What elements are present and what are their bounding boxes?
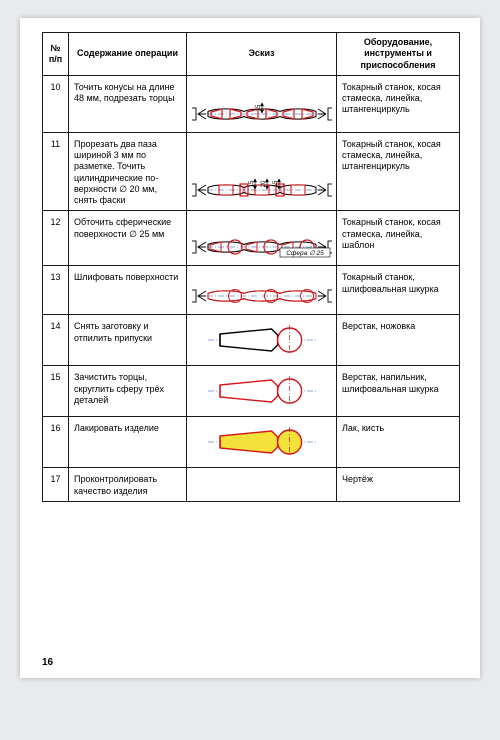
col-header-operation: Содержание операции [69, 33, 187, 76]
cell-sketch [187, 417, 337, 468]
svg-text:Сфера ∅ 25: Сфера ∅ 25 [286, 250, 324, 257]
table-row: 11Прорезать два паза шириной 3 мм по раз… [43, 132, 460, 211]
cell-num: 17 [43, 468, 69, 502]
cell-sketch: Сфера ∅ 25 [187, 211, 337, 266]
cell-sketch: 15 [187, 75, 337, 132]
cell-num: 15 [43, 366, 69, 417]
cell-operation: Лакировать изде­лие [69, 417, 187, 468]
col-header-num: № п/п [43, 33, 69, 76]
cell-equipment: Верстак, напильник, шлифовальная шкурка [337, 366, 460, 417]
table-row: 10Точить конусы на длине 48 мм, под­реза… [43, 75, 460, 132]
cell-num: 13 [43, 266, 69, 315]
cell-operation: Проконтролировать качество изделия [69, 468, 187, 502]
table-row: 16Лакировать изде­лие Лак, кисть [43, 417, 460, 468]
svg-text:15: 15 [273, 180, 279, 187]
cell-equipment: Чертёж [337, 468, 460, 502]
cell-equipment: Токарный станок, косая стамеска, линейка… [337, 75, 460, 132]
table-row: 12Обточить сфериче­ские поверхности ∅ 25… [43, 211, 460, 266]
cell-num: 11 [43, 132, 69, 211]
svg-text:20: 20 [261, 180, 267, 187]
cell-equipment: Токарный станок, косая стамеска, линейка… [337, 211, 460, 266]
cell-sketch [187, 366, 337, 417]
svg-text:15: 15 [249, 180, 255, 187]
cell-num: 16 [43, 417, 69, 468]
cell-equipment: Лак, кисть [337, 417, 460, 468]
cell-operation: Прорезать два паза шириной 3 мм по разме… [69, 132, 187, 211]
cell-operation: Точить конусы на длине 48 мм, под­резать… [69, 75, 187, 132]
cell-sketch [187, 266, 337, 315]
cell-operation: Снять заготовку и отпилить при­пуски [69, 315, 187, 366]
table-body: 10Точить конусы на длине 48 мм, под­реза… [43, 75, 460, 501]
cell-operation: Зачистить торцы, скруглить сферу трёх де… [69, 366, 187, 417]
table-row: 17Проконтролировать качество изделия Чер… [43, 468, 460, 502]
cell-equipment: Токарный станок, косая стамеска, линейка… [337, 132, 460, 211]
svg-text:15: 15 [256, 104, 262, 111]
table-row: 15Зачистить торцы, скруглить сферу трёх … [43, 366, 460, 417]
cell-equipment: Верстак, ножовка [337, 315, 460, 366]
cell-operation: Обточить сфериче­ские поверхности ∅ 25 м… [69, 211, 187, 266]
page: № п/п Содержание операции Эскиз Оборудов… [20, 18, 480, 678]
cell-num: 10 [43, 75, 69, 132]
cell-num: 14 [43, 315, 69, 366]
cell-operation: Шлифовать поверх­ности [69, 266, 187, 315]
cell-sketch [187, 468, 337, 502]
col-header-sketch: Эскиз [187, 33, 337, 76]
table-row: 14Снять заготовку и отпилить при­пуски Ве… [43, 315, 460, 366]
page-number: 16 [42, 657, 53, 668]
operations-table: № п/п Содержание операции Эскиз Оборудов… [42, 32, 460, 502]
cell-num: 12 [43, 211, 69, 266]
cell-sketch [187, 315, 337, 366]
table-row: 13Шлифовать поверх­ности Токарный станок… [43, 266, 460, 315]
cell-sketch: 15 20 15 [187, 132, 337, 211]
cell-equipment: Токарный станок, шлифовальная шкурка [337, 266, 460, 315]
col-header-equipment: Оборудование, инструменты и приспособлен… [337, 33, 460, 76]
